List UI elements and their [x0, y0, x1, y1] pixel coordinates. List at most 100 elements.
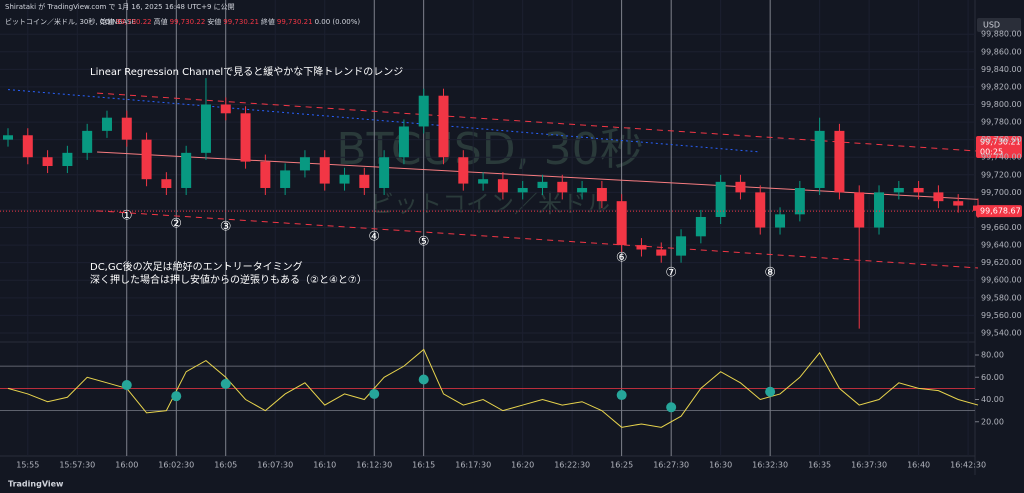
candle-body — [557, 181, 568, 193]
marker-label: ⑧ — [764, 266, 776, 281]
marker-label: ⑦ — [665, 266, 677, 281]
x-tick-label: 16:27:30 — [653, 461, 689, 470]
price-box-label: 99,730.21 — [980, 138, 1021, 147]
osc-tick-label: 80.00 — [981, 351, 1004, 360]
candle-body — [537, 181, 548, 188]
candle-body — [656, 249, 667, 256]
publisher: Shirataki が TradingView.com で 1月 16, 202… — [5, 2, 235, 11]
x-tick-label: 16:02:30 — [158, 461, 194, 470]
x-tick-label: 16:42:30 — [950, 461, 986, 470]
annotation: 深く押した場合は押し安値からの逆張りもある（②と④と⑦） — [90, 273, 367, 286]
x-tick-label: 16:00 — [115, 461, 138, 470]
x-tick-label: 16:35 — [808, 461, 831, 470]
y-tick-label: 99,880.00 — [981, 30, 1022, 39]
candle-body — [933, 192, 944, 202]
legend-item: 安値 — [207, 17, 221, 26]
candle-body — [161, 179, 172, 188]
legend-item: 99,730.21 — [223, 18, 259, 26]
marker-label: ④ — [368, 230, 380, 245]
annotation: DC,GC後の次足は絶好のエントリータイミング — [90, 260, 303, 273]
x-tick-label: 16:17:30 — [455, 461, 491, 470]
candle-body — [121, 117, 132, 140]
legend-item: 始値 — [100, 17, 114, 26]
candle-body — [695, 216, 706, 237]
currency-box — [977, 18, 1021, 32]
candle-body — [200, 104, 211, 153]
candle-body — [418, 95, 429, 127]
x-tick-label: 16:22:30 — [554, 461, 590, 470]
candle-body — [240, 113, 251, 162]
candle-body — [676, 236, 687, 256]
x-tick-label: 16:15 — [412, 461, 435, 470]
y-tick-label: 99,660.00 — [981, 223, 1022, 232]
candle-body — [339, 174, 350, 184]
watermark: ビットコイン／米ドル — [370, 190, 610, 218]
cross-point — [369, 388, 380, 399]
legend-item: 高値 — [154, 17, 168, 26]
candle-body — [893, 187, 904, 193]
annotation: Linear Regression Channelで見ると緩やかな下降トレンドの… — [90, 65, 403, 78]
candle-body — [458, 157, 469, 184]
candle-body — [735, 181, 746, 193]
x-tick-label: 16:30 — [709, 461, 732, 470]
footer-bar — [0, 475, 1024, 493]
marker-label: ⑤ — [418, 235, 430, 250]
cross-point — [121, 380, 132, 391]
y-tick-label: 99,820.00 — [981, 82, 1022, 91]
x-tick-label: 16:40 — [907, 461, 930, 470]
candle-body — [478, 179, 489, 184]
regression-line — [97, 92, 979, 152]
candle-body — [220, 104, 231, 114]
y-tick-label: 99,740.00 — [981, 153, 1022, 162]
candle-body — [42, 157, 53, 167]
x-tick-label: 16:25 — [610, 461, 633, 470]
legend-item: 0.00 (0.00%) — [315, 18, 361, 26]
x-tick-label: 15:57:30 — [59, 461, 95, 470]
candle-body — [438, 95, 449, 158]
candle-body — [854, 192, 865, 228]
osc-tick-label: 60.00 — [981, 373, 1004, 382]
symbol: ビットコイン／米ドル, 30秒, COINBASE — [5, 17, 136, 26]
regression-line — [97, 210, 979, 269]
candle-body — [181, 152, 192, 188]
candle-body — [834, 130, 845, 193]
y-tick-label: 99,620.00 — [981, 258, 1022, 267]
candle-body — [319, 157, 330, 184]
regression-line — [7, 89, 761, 153]
currency: USD — [983, 21, 1000, 30]
price-box-timer: 00:25 — [980, 148, 1003, 157]
legend-item: 終値 — [261, 17, 275, 26]
candle-body — [22, 135, 33, 158]
candle-body — [359, 174, 370, 188]
marker-label: ③ — [220, 220, 232, 235]
y-tick-label: 99,640.00 — [981, 241, 1022, 250]
osc-tick-label: 20.00 — [981, 417, 1004, 426]
candle-body — [517, 187, 528, 193]
y-tick-label: 99,840.00 — [981, 65, 1022, 74]
y-tick-label: 99,580.00 — [981, 293, 1022, 302]
candle-body — [141, 139, 152, 180]
cross-point — [171, 391, 182, 402]
candle-body — [398, 126, 409, 158]
marker-label: ① — [121, 209, 133, 224]
legend: 始値 99,730.22 高値 99,730.22 安値 99,730.21 終値 99,73… — [100, 17, 360, 26]
candle-body — [497, 179, 508, 193]
y-tick-label: 99,720.00 — [981, 170, 1022, 179]
candle-body — [814, 130, 825, 188]
y-tick-label: 99,600.00 — [981, 276, 1022, 285]
cross-point — [220, 378, 231, 389]
candle-body — [260, 161, 271, 188]
candle-body — [874, 192, 885, 228]
y-tick-label: 99,540.00 — [981, 328, 1022, 337]
grid — [0, 0, 979, 456]
x-tick-label: 16:12:30 — [356, 461, 392, 470]
x-tick-label: 16:32:30 — [752, 461, 788, 470]
cross-point — [666, 402, 677, 413]
candle-body — [101, 117, 112, 131]
candle-body — [280, 170, 291, 188]
y-tick-label: 99,800.00 — [981, 100, 1022, 109]
candle-body — [299, 157, 310, 171]
candle-body — [577, 187, 588, 193]
candle-body — [755, 192, 766, 228]
